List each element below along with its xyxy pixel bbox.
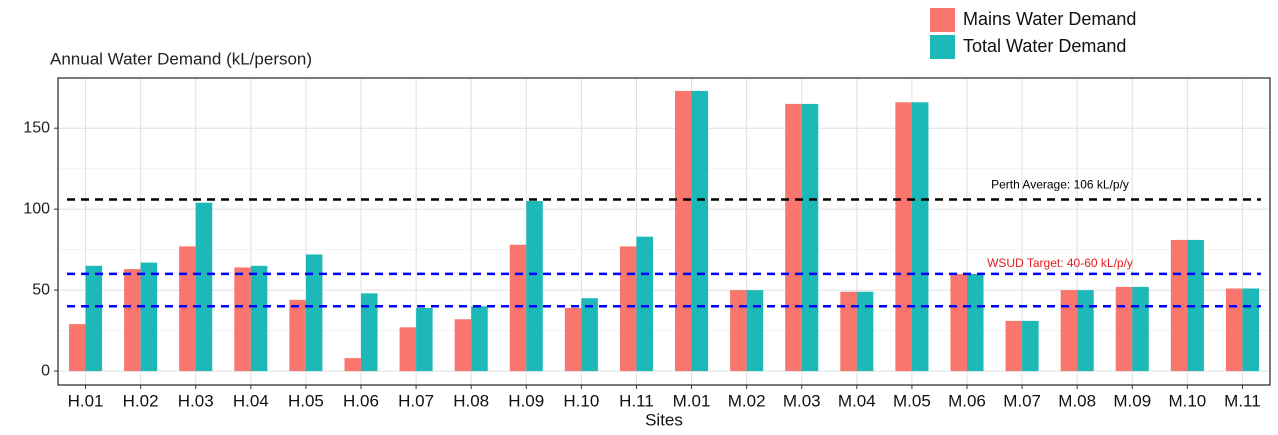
x-tick-label: H.11	[619, 391, 654, 410]
bar	[1115, 286, 1133, 372]
x-tick-label: H.04	[233, 391, 269, 410]
x-tick-label: H.08	[453, 391, 489, 410]
chart-title: Annual Water Demand (kL/person)	[50, 49, 312, 68]
bar	[581, 298, 598, 372]
bar	[250, 265, 268, 372]
x-tick-label: M.10	[1168, 391, 1206, 410]
bar	[344, 358, 361, 372]
x-tick-label: M.05	[893, 391, 931, 410]
annotation: Perth Average: 106 kL/p/y	[991, 178, 1129, 192]
x-tick-label: M.11	[1224, 391, 1261, 410]
bar	[840, 291, 857, 372]
bar	[1242, 288, 1259, 372]
x-tick-label: M.04	[838, 391, 876, 410]
bar	[195, 202, 213, 372]
bar	[895, 102, 912, 372]
x-tick-label: M.03	[783, 391, 821, 410]
x-tick-label: M.08	[1058, 391, 1096, 410]
bar	[967, 273, 984, 372]
bar	[140, 262, 158, 372]
bar	[1077, 290, 1094, 372]
bar	[950, 273, 967, 372]
annotation: WSUD Target: 40-60 kL/p/y	[987, 256, 1133, 270]
x-tick-label: M.06	[948, 391, 986, 410]
bar	[179, 246, 196, 372]
bar	[454, 319, 472, 372]
bar	[1225, 288, 1243, 372]
legend-swatch	[930, 35, 955, 59]
x-tick-label: M.07	[1003, 391, 1041, 410]
bar	[471, 306, 488, 372]
x-tick-label: H.10	[563, 391, 599, 410]
x-tick-label: H.06	[343, 391, 379, 410]
bar	[856, 291, 874, 372]
x-tick-label: H.03	[178, 391, 214, 410]
bar	[69, 324, 86, 372]
legend-label: Total Water Demand	[963, 36, 1126, 56]
bar	[911, 102, 929, 372]
bar	[619, 246, 637, 372]
bar	[730, 290, 747, 372]
x-tick-label: M.02	[728, 391, 766, 410]
x-tick-label: H.07	[398, 391, 434, 410]
bar	[509, 244, 527, 372]
legend-label: Mains Water Demand	[963, 9, 1136, 29]
bar	[1022, 320, 1039, 372]
x-tick-label: M.09	[1113, 391, 1151, 410]
bar	[305, 254, 323, 372]
bar	[124, 269, 141, 372]
bar	[1060, 290, 1078, 372]
y-tick-label: 150	[23, 119, 50, 136]
bar	[746, 290, 764, 372]
bar	[1005, 320, 1023, 372]
legend-swatch	[930, 8, 955, 32]
y-tick-label: 100	[23, 200, 50, 217]
bar	[785, 103, 802, 372]
bar	[675, 90, 692, 372]
bar	[526, 201, 543, 372]
x-tick-label: H.01	[68, 391, 104, 410]
x-tick-label: M.01	[673, 391, 711, 410]
bar	[361, 293, 378, 372]
x-tick-label: H.02	[123, 391, 159, 410]
y-tick-label: 0	[41, 362, 50, 379]
x-axis-label: Sites	[645, 410, 683, 429]
bar	[289, 299, 306, 372]
bar	[691, 90, 709, 372]
bar	[234, 267, 251, 372]
bar	[636, 236, 653, 372]
bar	[1132, 286, 1149, 372]
bar	[399, 327, 417, 372]
bar	[416, 307, 433, 372]
bar	[801, 103, 819, 372]
x-tick-label: H.05	[288, 391, 324, 410]
bar	[564, 307, 582, 372]
panel-border	[57, 77, 1271, 386]
x-tick-label: H.09	[508, 391, 544, 410]
y-tick-label: 50	[32, 281, 50, 298]
bar	[85, 265, 103, 372]
